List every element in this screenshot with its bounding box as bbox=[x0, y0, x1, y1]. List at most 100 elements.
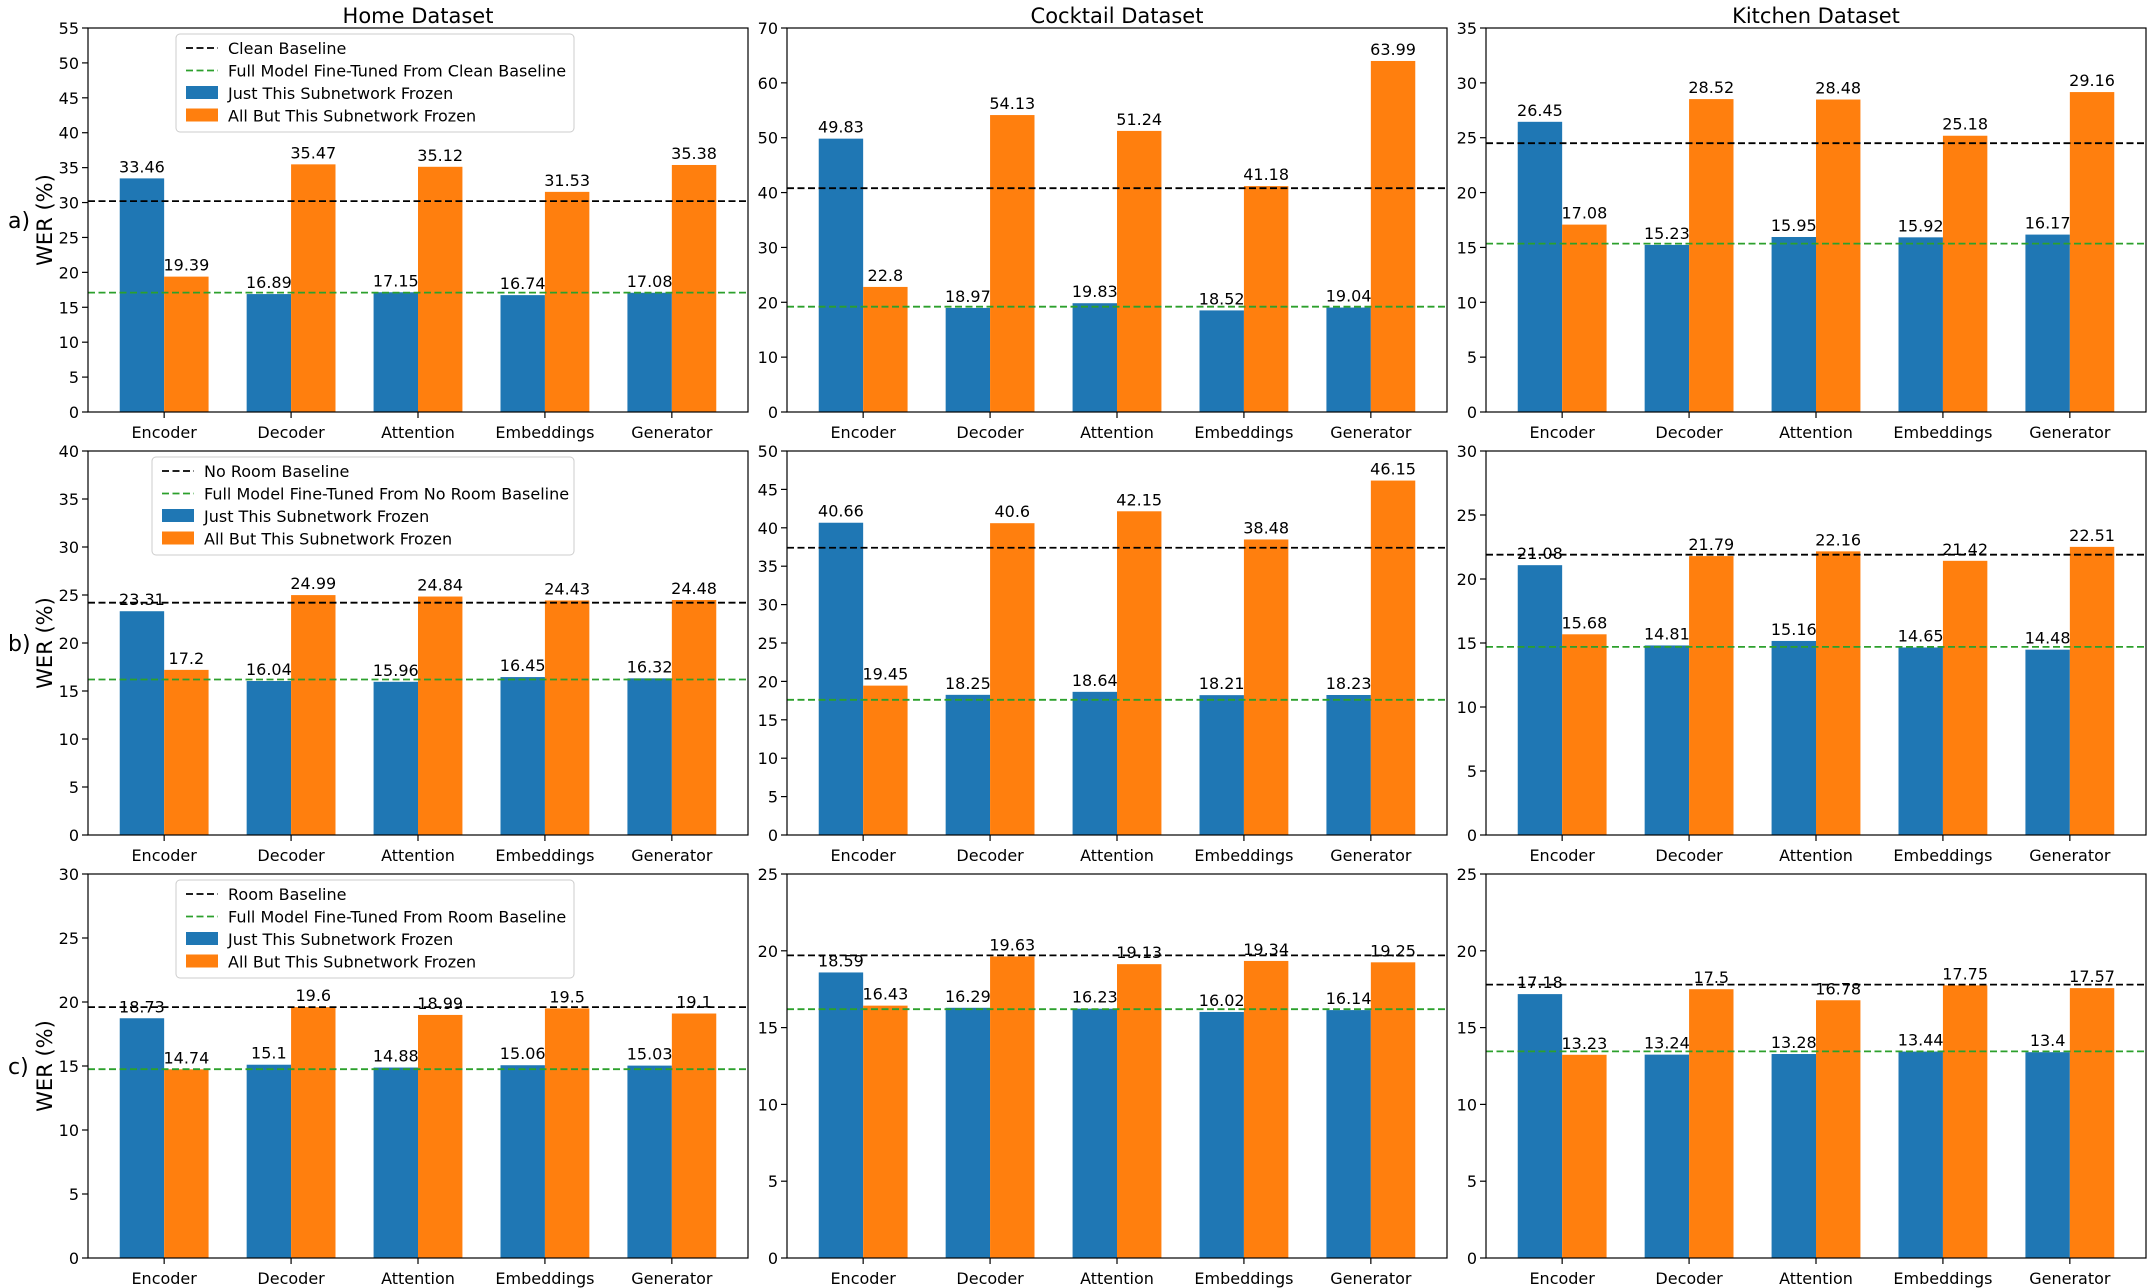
panel-3-legend-just-frozen-swatch bbox=[162, 509, 194, 522]
panel-1-ytick-label: 10 bbox=[758, 348, 778, 367]
panel-8-bar-just-frozen bbox=[1898, 1051, 1943, 1258]
column-title-0: Home Dataset bbox=[343, 4, 494, 28]
panel-4-bar-all-but-frozen bbox=[863, 685, 908, 835]
panel-2-frame bbox=[1485, 27, 2147, 413]
panel-8-ytick-label: 0 bbox=[1467, 1249, 1477, 1268]
panel-1-xtick-label: Embeddings bbox=[1194, 423, 1293, 442]
panel-6-bar-all-but-frozen bbox=[544, 1008, 590, 1258]
panel-8-bar-just-frozen bbox=[1517, 994, 1563, 1258]
panel-5-ytick-label: 0 bbox=[1467, 826, 1477, 845]
panel-8-bar-all-but-frozen bbox=[1816, 1000, 1861, 1258]
panel-4-value-label: 40.66 bbox=[818, 502, 864, 521]
panel-7-value-label: 16.02 bbox=[1199, 991, 1245, 1010]
panel-5-xtick-label: Decoder bbox=[1655, 846, 1723, 865]
panel-5-bar-just-frozen bbox=[1517, 565, 1563, 835]
panel-6-xtick-label: Encoder bbox=[131, 1269, 197, 1288]
panel-5-value-label: 15.68 bbox=[1561, 613, 1607, 632]
panel-1-ytick-label: 70 bbox=[758, 19, 778, 38]
panel-5-bar-all-but-frozen bbox=[1689, 556, 1734, 835]
panel-4-xtick-label: Attention bbox=[1080, 846, 1154, 865]
panel-5-value-label: 21.79 bbox=[1688, 535, 1734, 554]
panel-1-value-label: 54.13 bbox=[989, 94, 1035, 113]
panel-8-ytick-label: 20 bbox=[1457, 942, 1477, 961]
panel-8-xtick-label: Attention bbox=[1779, 1269, 1853, 1288]
panel-4-bar-just-frozen bbox=[818, 522, 864, 835]
panel-2-value-label: 15.23 bbox=[1644, 224, 1690, 243]
panel-8-ytick-label: 15 bbox=[1457, 1019, 1477, 1038]
y-axis-label-1: WER (%) bbox=[33, 597, 57, 689]
panel-1-ytick-label: 40 bbox=[758, 184, 778, 203]
panel-7-ytick-label: 25 bbox=[758, 865, 778, 884]
panel-1-ytick-label: 50 bbox=[758, 129, 778, 148]
panel-8-value-label: 17.18 bbox=[1517, 973, 1563, 992]
panel-8-bar-all-but-frozen bbox=[1562, 1054, 1607, 1258]
panel-2-value-label: 28.48 bbox=[1815, 79, 1861, 98]
panel-4-value-label: 46.15 bbox=[1370, 460, 1416, 479]
panel-6-legend-fine-tuned-label: Full Model Fine-Tuned From Room Baseline bbox=[228, 908, 566, 927]
panel-0-ytick-label: 5 bbox=[69, 368, 79, 387]
panel-3-bar-just-frozen bbox=[246, 681, 292, 835]
panel-6-value-label: 18.99 bbox=[417, 994, 463, 1013]
panel-3-bar-all-but-frozen bbox=[544, 600, 590, 835]
panel-6-bar-all-but-frozen bbox=[418, 1014, 463, 1258]
panel-8-value-label: 13.4 bbox=[2030, 1031, 2066, 1050]
panel-8-bar-just-frozen bbox=[1771, 1054, 1816, 1258]
panel-2-bar-just-frozen bbox=[1771, 237, 1816, 412]
panel-5-ytick-label: 30 bbox=[1457, 442, 1477, 461]
panel-3-xtick-label: Decoder bbox=[257, 846, 325, 865]
panel-6-bar-all-but-frozen bbox=[164, 1069, 209, 1258]
panel-7-ytick-label: 20 bbox=[758, 942, 778, 961]
panel-6-legend-box bbox=[175, 879, 575, 979]
panel-6-xtick-label: Embeddings bbox=[495, 1269, 594, 1288]
panel-3-legend-fine-tuned-label: Full Model Fine-Tuned From No Room Basel… bbox=[204, 485, 569, 504]
panel-0-value-label: 31.53 bbox=[544, 171, 590, 190]
panel-7-value-label: 19.13 bbox=[1116, 943, 1162, 962]
panel-5-bar-just-frozen bbox=[2025, 649, 2070, 835]
panel-0-bar-just-frozen bbox=[373, 292, 418, 412]
panel-8-xtick-label: Decoder bbox=[1655, 1269, 1723, 1288]
panel-2-xtick-label: Encoder bbox=[1529, 423, 1595, 442]
panel-0-ytick-label: 55 bbox=[59, 19, 79, 38]
panel-1-bar-just-frozen bbox=[1072, 303, 1117, 412]
panel-1-value-label: 41.18 bbox=[1243, 165, 1289, 184]
panel-6-bar-all-but-frozen bbox=[291, 1007, 336, 1258]
panel-2-value-label: 26.45 bbox=[1517, 101, 1563, 120]
panel-2-bar-all-but-frozen bbox=[1816, 99, 1861, 412]
panel-3-bar-all-but-frozen bbox=[418, 596, 463, 835]
panel-7-bar-all-but-frozen bbox=[863, 1005, 908, 1258]
panel-4-ytick-label: 50 bbox=[758, 442, 778, 461]
panel-6-value-label: 15.03 bbox=[627, 1045, 673, 1064]
panel-6-value-label: 19.6 bbox=[295, 986, 331, 1005]
panel-4-bar-all-but-frozen bbox=[1117, 511, 1162, 835]
panel-1-value-label: 49.83 bbox=[818, 118, 864, 137]
panel-3-xtick-label: Encoder bbox=[131, 846, 197, 865]
panel-3-legend-baseline-label: No Room Baseline bbox=[204, 462, 349, 481]
panel-1-xtick-label: Attention bbox=[1080, 423, 1154, 442]
panel-8-bar-just-frozen bbox=[1644, 1054, 1690, 1258]
panel-5-value-label: 22.16 bbox=[1815, 530, 1861, 549]
panel-0-bar-just-frozen bbox=[500, 295, 545, 412]
panel-6-xtick-label: Generator bbox=[631, 1269, 713, 1288]
panel-4-value-label: 18.23 bbox=[1326, 674, 1372, 693]
panel-8-value-label: 17.57 bbox=[2069, 967, 2115, 986]
panel-7-bar-all-but-frozen bbox=[1370, 962, 1416, 1258]
panel-8-bar-all-but-frozen bbox=[2069, 988, 2115, 1258]
panel-3-xtick-label: Attention bbox=[381, 846, 455, 865]
panel-4-bar-just-frozen bbox=[1072, 691, 1117, 835]
panel-7-bar-all-but-frozen bbox=[1117, 964, 1162, 1258]
panel-6-frame bbox=[87, 873, 749, 1259]
panel-6-bar-all-but-frozen bbox=[671, 1013, 717, 1258]
panel-3-frame bbox=[87, 450, 749, 836]
panel-0-ytick-label: 25 bbox=[59, 228, 79, 247]
panel-1-ytick-label: 60 bbox=[758, 74, 778, 93]
panel-2-bar-all-but-frozen bbox=[2069, 92, 2115, 412]
panel-3-value-label: 16.04 bbox=[246, 660, 292, 679]
panel-1-value-label: 51.24 bbox=[1116, 110, 1162, 129]
panel-8-value-label: 13.23 bbox=[1561, 1034, 1607, 1053]
panel-3-value-label: 16.45 bbox=[500, 656, 546, 675]
panel-6-ytick-label: 25 bbox=[59, 929, 79, 948]
panel-1-value-label: 22.8 bbox=[868, 266, 904, 285]
panel-1-frame bbox=[786, 27, 1448, 413]
panel-3-ytick-label: 25 bbox=[59, 586, 79, 605]
panel-2-value-label: 29.16 bbox=[2069, 71, 2115, 90]
